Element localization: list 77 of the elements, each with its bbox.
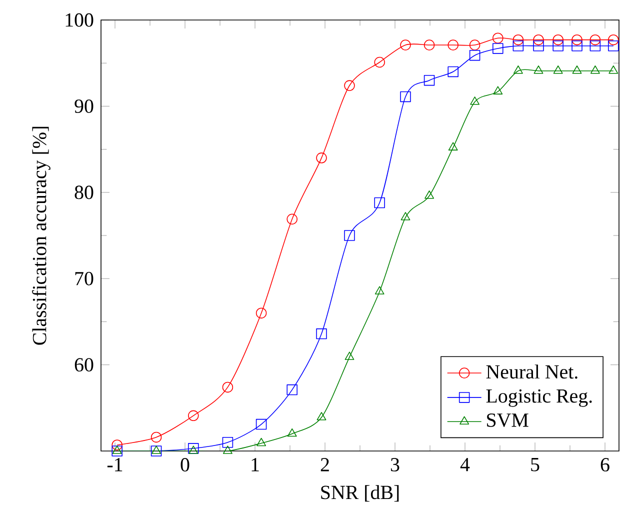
point [344,352,354,360]
point [188,446,198,454]
y-tick-label: 60 [74,358,94,372]
point [374,197,385,208]
point [256,308,267,318]
point [608,34,619,46]
point [374,56,385,68]
point [534,65,544,74]
point [188,410,199,422]
point [287,428,297,437]
point [552,34,564,46]
point [572,40,582,52]
y-tick-label: 80 [74,186,94,200]
point [344,80,355,91]
y-axis-title: Classification accuracy [%] [32,126,50,345]
point [112,446,122,456]
x-tick-label: 3 [390,458,400,472]
point [533,34,544,46]
point [492,43,504,54]
point [222,382,234,393]
point [316,152,327,164]
point [424,74,435,86]
point [316,412,326,420]
point [590,65,600,74]
point [572,65,582,74]
point [256,418,267,430]
point [256,438,266,446]
y-tick-label: 90 [74,99,94,113]
point [374,286,384,294]
x-tick-label: -1 [107,458,122,472]
x-tick-label: 1 [252,458,259,472]
x-tick-label: 0 [180,458,190,472]
point [152,446,162,454]
point [112,446,122,454]
point [470,96,480,105]
point [469,40,480,50]
legend-label: Neural Net. [486,364,578,379]
point [286,384,298,396]
point [448,142,458,150]
x-tick-label: 2 [320,458,329,472]
x-tick-label: 6 [600,458,610,472]
point [513,65,523,74]
x-axis-title: SNR [dB] [321,485,399,502]
x-tick-label: 4 [460,458,470,472]
point [552,40,564,52]
point [553,65,563,74]
point [222,446,232,454]
point [424,40,435,50]
point [400,212,410,220]
point [316,328,327,340]
point [222,437,234,448]
point [400,40,411,50]
point [533,40,544,52]
legend-label: SVM [487,414,528,428]
point [424,190,434,199]
point [493,86,503,94]
point [590,40,601,52]
point [150,446,162,456]
y-tick-label: 100 [66,13,94,27]
point [590,34,601,46]
point [286,214,298,225]
point [608,40,619,52]
y-tick-label: 70 [75,272,94,286]
point [400,91,411,102]
point [150,432,162,443]
point [512,40,524,52]
point [608,65,618,74]
point [448,66,458,78]
point [492,32,504,44]
point [512,34,524,46]
point [344,230,355,241]
point [469,50,480,61]
point [112,440,122,450]
point [448,40,458,50]
point [572,34,582,46]
legend-label: Logistic Reg. [486,389,592,407]
x-tick-label: 5 [531,458,540,472]
